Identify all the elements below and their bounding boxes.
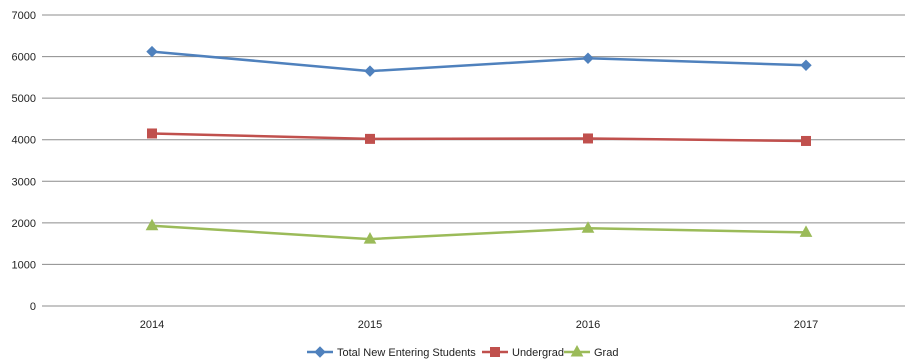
data-point-2014 [147, 128, 157, 139]
legend-marker [570, 344, 584, 357]
y-axis: 0 1000 2000 3000 4000 5000 6000 7000 [12, 10, 36, 313]
legend-marker [314, 346, 326, 358]
series-grad [145, 218, 813, 244]
data-point-2016 [583, 133, 593, 144]
series-undergrad [147, 128, 811, 146]
x-tick-label: 2014 [140, 319, 164, 331]
y-tick-label: 1000 [12, 259, 36, 271]
gridlines [42, 14, 905, 307]
data-point-2015 [363, 232, 377, 244]
x-tick-label: 2015 [358, 319, 382, 331]
y-tick-label: 6000 [12, 52, 36, 64]
x-tick-label: 2016 [576, 319, 600, 331]
y-tick-label: 4000 [12, 135, 36, 147]
legend-label: Undergrad [512, 347, 564, 359]
legend-entry: Grad [564, 344, 618, 359]
data-point-2015 [364, 65, 376, 77]
legend: Total New Entering Students Undergrad Grad [307, 344, 618, 359]
data-point-2017 [801, 135, 811, 146]
data-point-2014 [145, 218, 159, 231]
y-tick-label: 3000 [12, 176, 36, 188]
data-point-2014 [146, 45, 158, 58]
y-tick-label: 2000 [12, 218, 36, 230]
series-total-new-entering-students [146, 45, 812, 77]
data-point-2017 [799, 225, 813, 237]
series-line [151, 50, 807, 73]
y-tick-label: 0 [30, 301, 36, 313]
data-point-2016 [582, 52, 594, 64]
legend-label: Total New Entering Students [337, 347, 476, 359]
x-tick-label: 2017 [794, 319, 818, 331]
series-line [151, 132, 807, 143]
legend-label: Grad [594, 347, 618, 359]
data-point-2016 [581, 221, 595, 233]
series-line [151, 224, 807, 241]
series-lines [145, 45, 813, 244]
y-tick-label: 5000 [12, 93, 36, 105]
legend-entry: Total New Entering Students [307, 346, 476, 359]
data-point-2017 [800, 59, 812, 72]
y-tick-label: 7000 [12, 10, 36, 22]
legend-entry: Undergrad [482, 347, 564, 359]
legend-marker [490, 347, 500, 357]
x-axis: 2014 2015 2016 2017 [140, 319, 818, 331]
data-point-2015 [365, 133, 375, 144]
